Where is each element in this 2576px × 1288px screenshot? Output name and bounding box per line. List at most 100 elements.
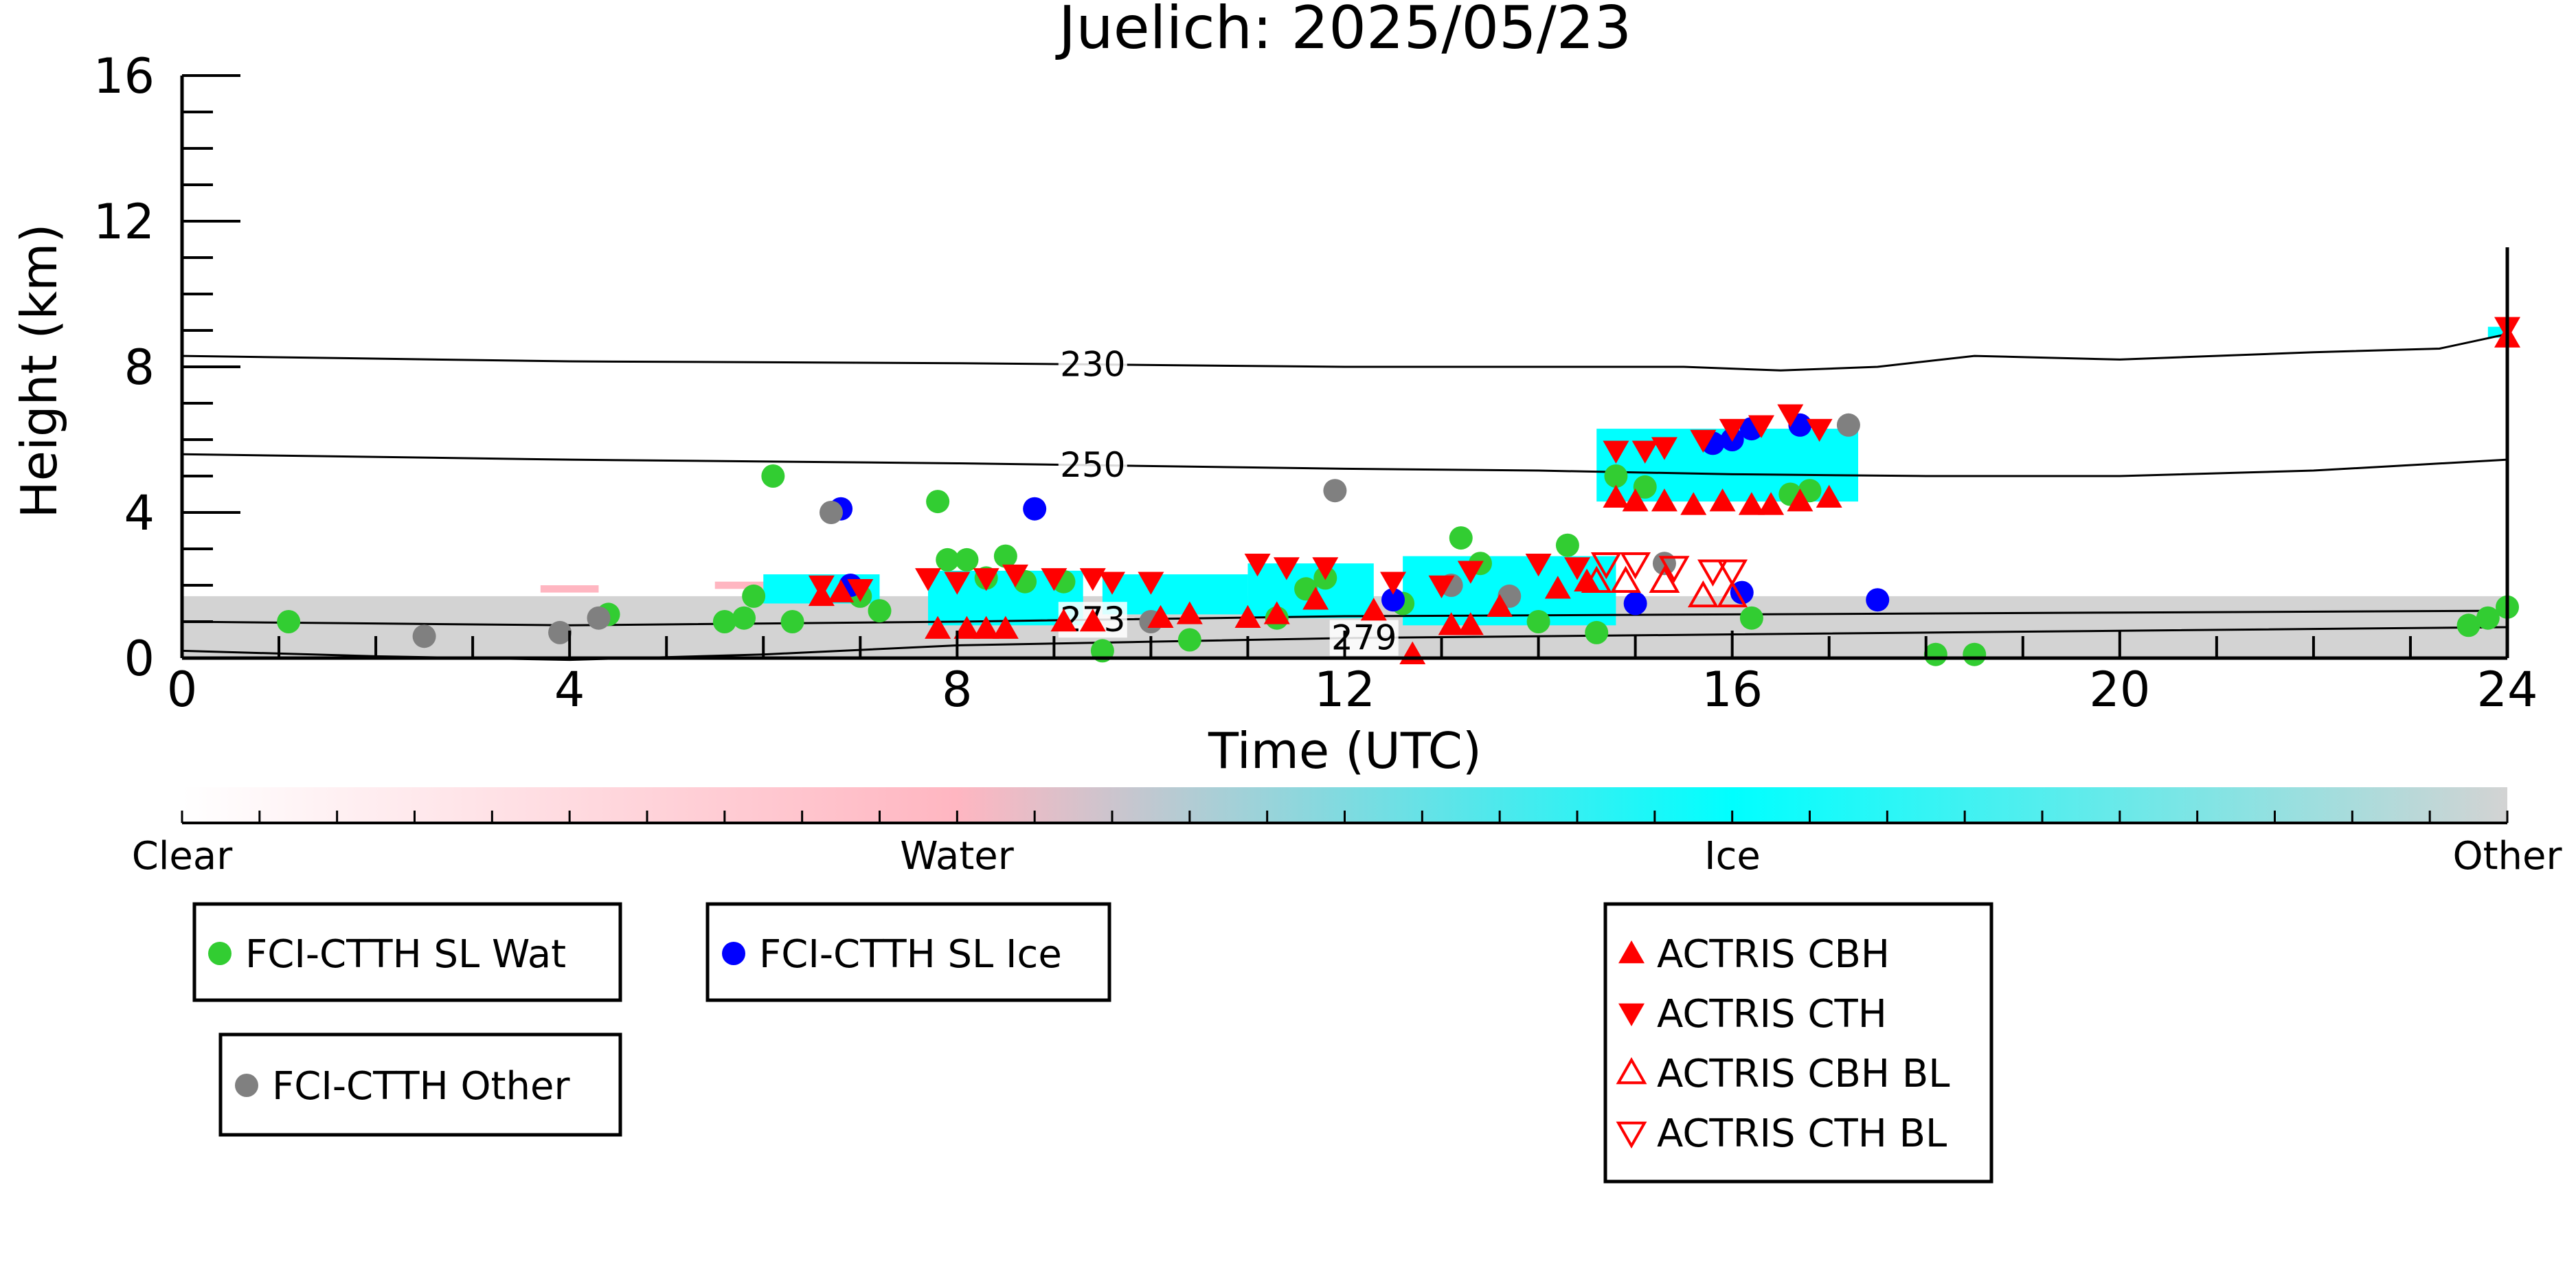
legend-marker-actris-cth — [1618, 1003, 1645, 1026]
point-actris-cth — [1099, 572, 1125, 595]
point-fci-ctth-sl-wat — [712, 610, 736, 633]
point-actris-cbh — [1544, 576, 1571, 599]
point-fci-ctth-sl-wat — [732, 606, 756, 630]
contour-line-230 — [181, 332, 2508, 372]
y-tick-label: 0 — [124, 631, 155, 687]
point-actris-cth-bl — [1697, 559, 1728, 587]
point-actris-cth-bl — [1590, 552, 1622, 580]
point-fci-ctth-sl-wat — [1963, 642, 1987, 666]
point-actris-cbh — [1457, 612, 1484, 635]
point-actris-cth — [944, 572, 971, 595]
legend-label-actris-cth: ACTRIS CTH — [1657, 992, 1887, 1037]
point-actris-cbh — [1487, 594, 1513, 618]
point-actris-cbh-bl — [1717, 580, 1748, 608]
point-actris-cth — [1719, 418, 1745, 442]
point-actris-cbh — [1758, 492, 1785, 515]
y-tick-label: 16 — [93, 48, 155, 104]
point-actris-cbh — [1738, 492, 1765, 515]
point-actris-cth — [1603, 440, 1629, 464]
colorbar-label-clear: Clear — [132, 834, 233, 879]
point-actris-cbh — [1079, 609, 1106, 632]
legend-marker-actris-cbh — [1618, 940, 1645, 964]
point-actris-cbh — [1816, 484, 1842, 508]
point-fci-ctth-sl-ice — [1623, 591, 1647, 615]
y-axis-title: Height (km) — [10, 224, 68, 519]
point-actris-cth — [1777, 404, 1804, 427]
point-actris-cth — [1273, 557, 1300, 580]
point-fci-ctth-sl-wat — [926, 490, 950, 514]
point-fci-ctth-sl-wat — [1555, 533, 1579, 557]
point-actris-cth — [973, 568, 999, 591]
point-actris-cbh — [1622, 488, 1649, 512]
point-actris-cbh — [992, 615, 1019, 639]
x-tick-label: 8 — [942, 662, 973, 718]
point-actris-cth — [1428, 575, 1455, 598]
point-actris-cth — [1138, 572, 1164, 595]
legend-fci-other: FCI-CTTH Other — [218, 1032, 622, 1137]
x-axis-title: Time (UTC) — [1208, 722, 1482, 780]
point-fci-ctth-other — [1323, 479, 1347, 503]
point-fci-ctth-sl-wat — [2456, 613, 2481, 637]
point-actris-cth — [1041, 568, 1067, 591]
legend-marker-fci-ice — [722, 942, 745, 965]
point-actris-cbh-bl — [1687, 580, 1719, 608]
point-fci-ctth-other — [1836, 413, 1860, 437]
point-actris-cth — [1631, 440, 1658, 464]
point-fci-ctth-sl-wat — [1177, 628, 1201, 652]
point-fci-ctth-other — [819, 501, 843, 524]
point-fci-ctth-sl-wat — [868, 599, 892, 623]
x-tick-label: 4 — [554, 662, 585, 718]
point-actris-cth — [1244, 553, 1271, 577]
y-tick-label: 8 — [124, 339, 155, 396]
legend-marker-fci-wat — [208, 942, 231, 965]
point-actris-cbh — [1574, 568, 1601, 591]
point-fci-ctth-other — [412, 624, 436, 648]
point-actris-cth — [1651, 437, 1677, 460]
point-actris-cbh — [1709, 488, 1736, 512]
point-fci-ctth-sl-wat — [1585, 620, 1609, 644]
point-fci-ctth-sl-wat — [955, 547, 979, 572]
colorbar-label-other: Other — [2452, 834, 2562, 879]
legend-marker-actris-cth-bl — [1616, 1121, 1647, 1149]
point-actris-cbh-bl — [1581, 565, 1612, 593]
point-actris-cth — [847, 579, 874, 602]
point-actris-cth — [1380, 572, 1407, 595]
legend-fci-ice: FCI-CTTH SL Ice — [705, 902, 1111, 1002]
legend-marker-actris-cbh-bl — [1616, 1057, 1647, 1085]
legend-actris-markers — [1616, 940, 1647, 1149]
legend-label-actris-cth-bl: ACTRIS CTH BL — [1657, 1111, 1947, 1156]
point-actris-cth-bl — [1658, 556, 1690, 583]
x-tick-label: 12 — [1314, 662, 1375, 718]
point-actris-cth — [1690, 429, 1717, 453]
point-actris-cth — [1748, 415, 1774, 438]
cloud-phase-background — [182, 326, 2507, 658]
point-actris-cth — [808, 575, 835, 598]
colorbar-label-ice: Ice — [1704, 834, 1761, 879]
point-actris-cbh — [1234, 605, 1261, 628]
legend-fci-wat: FCI-CTTH SL Wat — [192, 902, 622, 1002]
point-actris-cbh — [1176, 601, 1203, 624]
x-tick-label: 20 — [2089, 662, 2150, 718]
point-actris-cbh — [1050, 609, 1077, 632]
point-actris-cbh — [925, 615, 951, 639]
y-tick-label: 4 — [124, 485, 155, 541]
colorbar-label-water: Water — [900, 834, 1015, 879]
point-actris-cbh — [1302, 587, 1329, 610]
point-fci-ctth-sl-wat — [936, 547, 960, 572]
water-phase-region — [540, 585, 599, 593]
point-actris-cth — [915, 568, 942, 591]
contour-label-bg-250 — [1058, 447, 1127, 484]
legend-label-fci-other: FCI-CTTH Other — [272, 1064, 570, 1109]
point-fci-ctth-sl-wat — [761, 464, 785, 488]
point-actris-cth — [1806, 418, 1833, 442]
point-fci-ctth-other — [548, 620, 572, 644]
legend-label-actris-cbh-bl: ACTRIS CBH BL — [1657, 1052, 1950, 1096]
water-phase-region — [714, 581, 783, 589]
point-actris-cth — [1564, 557, 1590, 580]
point-actris-cbh — [1603, 484, 1629, 508]
contour-line-273 — [181, 609, 2508, 626]
point-actris-cth — [1312, 557, 1339, 580]
point-fci-ctth-other — [587, 606, 611, 630]
